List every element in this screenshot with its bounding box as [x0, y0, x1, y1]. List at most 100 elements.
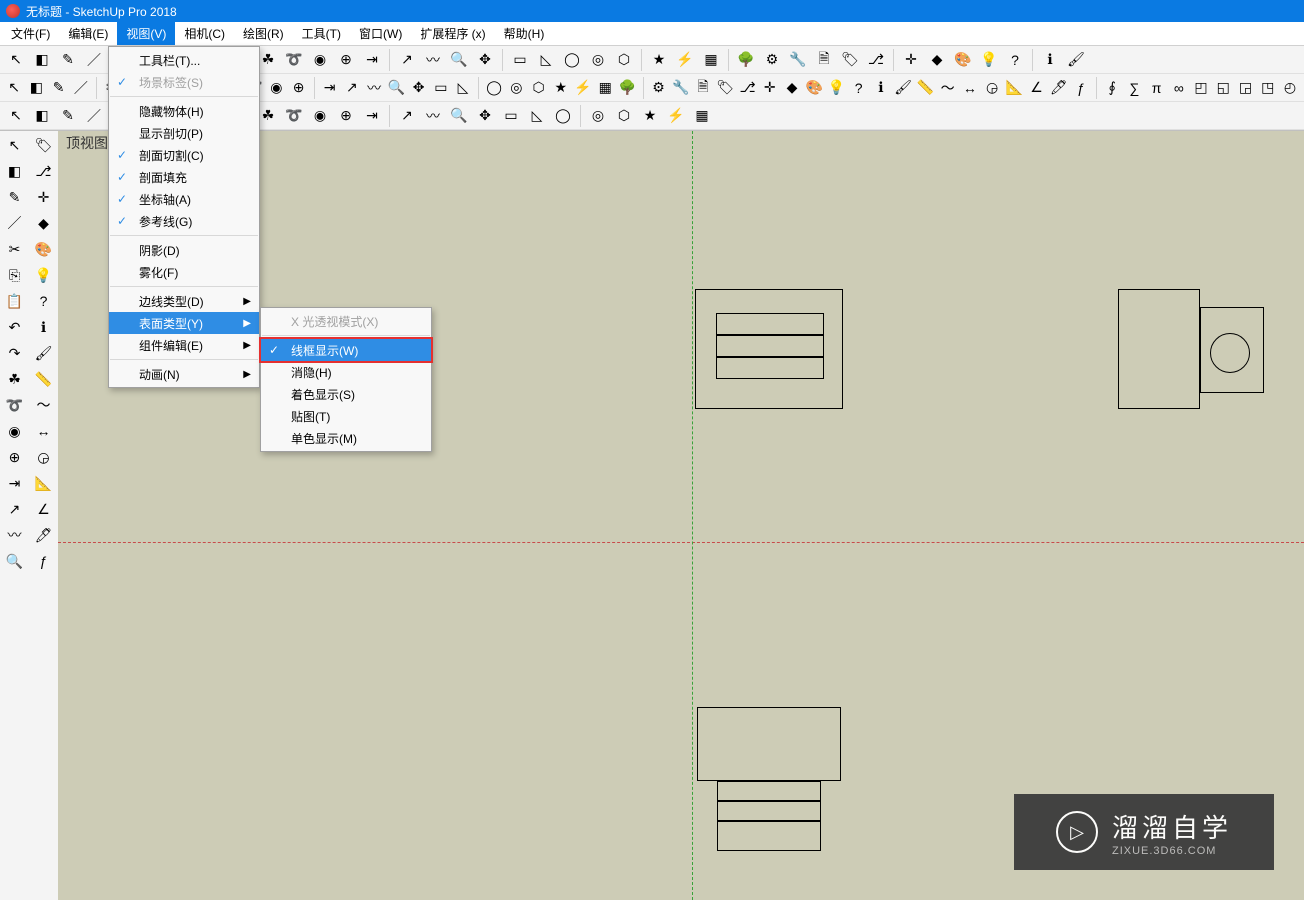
menu-8[interactable]: 帮助(H) — [495, 22, 554, 45]
sidebtn-tri[interactable]: ↶ — [3, 315, 27, 339]
toolbtn-brush[interactable]: ↖ — [4, 76, 24, 100]
toolbtn-mat2[interactable]: ◴ — [1280, 76, 1300, 100]
toolbtn-shell[interactable]: ◉ — [308, 48, 332, 72]
facestyle-item-4[interactable]: 着色显示(S) — [261, 383, 431, 405]
view-menu-dropdown[interactable]: 工具栏(T)...✓场景标签(S)隐藏物体(H)显示剖切(P)✓剖面切割(C)✓… — [108, 46, 260, 388]
view-menu-item-10[interactable]: 阴影(D) — [109, 239, 259, 261]
sidebtn-eye[interactable]: 🖊 — [32, 523, 56, 547]
menu-2[interactable]: 视图(V) — [117, 22, 175, 45]
facestyle-item-6[interactable]: 单色显示(M) — [261, 427, 431, 449]
toolbtn-sun1[interactable]: ↗ — [395, 104, 419, 128]
sidebtn-donut[interactable]: 🎨 — [32, 237, 56, 261]
toolbtn-pencil[interactable]: ✎ — [56, 48, 80, 72]
sidebtn-push[interactable]: ⊕ — [3, 445, 27, 469]
toolbtn-shape2[interactable]: ↗ — [342, 76, 362, 100]
toolbtn-shape6[interactable]: ▭ — [431, 76, 451, 100]
toolbtn-ring[interactable]: ⬡ — [612, 48, 636, 72]
toolbtn-mesh[interactable]: ▦ — [699, 48, 723, 72]
toolbtn-t4[interactable]: 🏷 — [715, 76, 735, 100]
toolbtn-img5[interactable]: ⚡ — [573, 76, 593, 100]
menu-3[interactable]: 相机(C) — [175, 22, 234, 45]
sidebtn-cursor[interactable]: ↖ — [3, 133, 27, 157]
toolbtn-hatched3[interactable]: π — [1146, 76, 1166, 100]
toolbtn-t12[interactable]: 🖌 — [893, 76, 913, 100]
facestyle-item-5[interactable]: 贴图(T) — [261, 405, 431, 427]
sidebtn-zoom[interactable]: ⇥ — [3, 471, 27, 495]
toolbtn-sun2[interactable]: 〰 — [421, 104, 445, 128]
toolbtn-wrench[interactable]: 🔧 — [786, 48, 810, 72]
sidebtn-rects[interactable]: ／ — [3, 211, 27, 235]
toolbtn-t7[interactable]: ◆ — [782, 76, 802, 100]
menu-4[interactable]: 绘图(R) — [234, 22, 293, 45]
toolbtn-shape4[interactable]: 🔍 — [386, 76, 406, 100]
toolbtn-t18[interactable]: ∠ — [1026, 76, 1046, 100]
toolbtn-poly5[interactable]: ◉ — [308, 104, 332, 128]
toolbtn-t11[interactable]: ℹ — [871, 76, 891, 100]
toolbtn-shape3[interactable]: 〰 — [364, 76, 384, 100]
toolbtn-t10[interactable]: ? — [849, 76, 869, 100]
toolbtn-zoom[interactable]: 🔍 — [447, 48, 471, 72]
sidebtn-fan[interactable]: 🖌 — [32, 341, 56, 365]
toolbtn-t9[interactable]: 💡 — [826, 76, 846, 100]
toolbtn-comp4[interactable]: ⚡ — [664, 104, 688, 128]
toolbtn-hatched7[interactable]: ◲ — [1235, 76, 1255, 100]
sidebtn-plane2[interactable]: 〜 — [32, 393, 56, 417]
toolbtn-hatched2[interactable]: ∑ — [1124, 76, 1144, 100]
toolbtn-qmark[interactable]: ℹ — [1038, 48, 1062, 72]
sidebtn-bez3[interactable]: 💡 — [32, 263, 56, 287]
toolbtn-t8[interactable]: 🎨 — [804, 76, 824, 100]
toolbtn-comp1[interactable]: ◎ — [586, 104, 610, 128]
toolbtn-shape1[interactable]: ⇥ — [320, 76, 340, 100]
toolbtn-bolt[interactable]: ⚡ — [673, 48, 697, 72]
toolbtn-img2[interactable]: ◎ — [506, 76, 526, 100]
toolbtn-spiral[interactable]: ➰ — [282, 48, 306, 72]
toolbtn-shape5[interactable]: ✥ — [408, 76, 428, 100]
sidebtn-rects2[interactable]: ◆ — [32, 211, 56, 235]
toolbtn-sun6[interactable]: ◺ — [525, 104, 549, 128]
view-menu-item-4[interactable]: 显示剖切(P) — [109, 122, 259, 144]
toolbtn-bulb[interactable]: ? — [1003, 48, 1027, 72]
sidebtn-bez2[interactable]: 📋 — [3, 289, 27, 313]
toolbtn-hatched5[interactable]: ◰ — [1191, 76, 1211, 100]
toolbtn-img4[interactable]: ★ — [551, 76, 571, 100]
sidebtn-man[interactable]: 〰 — [3, 523, 27, 547]
facestyle-item-3[interactable]: 消隐(H) — [261, 361, 431, 383]
toolbtn-star[interactable]: ★ — [647, 48, 671, 72]
toolbtn-box[interactable]: ▭ — [508, 48, 532, 72]
sidebtn-wav[interactable]: ✛ — [32, 185, 56, 209]
toolbtn-cone[interactable]: ◺ — [534, 48, 558, 72]
sidebtn-plane[interactable]: ➰ — [3, 393, 27, 417]
toolbtn-line[interactable]: ／ — [82, 48, 106, 72]
toolbtn-leaf[interactable]: ⎇ — [864, 48, 888, 72]
toolbtn-t1[interactable]: ⚙ — [648, 76, 668, 100]
sidebtn-eraser[interactable]: ⎇ — [32, 159, 56, 183]
sidebtn-brush[interactable]: ◧ — [3, 159, 27, 183]
menu-7[interactable]: 扩展程序 (x) — [411, 22, 494, 45]
toolbtn-globe[interactable]: ↖ — [4, 104, 28, 128]
toolbtn-img7[interactable]: 🌳 — [617, 76, 637, 100]
toolbtn-tape[interactable]: ◧ — [26, 76, 46, 100]
view-menu-item-14[interactable]: 表面类型(Y)▶ — [109, 312, 259, 334]
toolbtn-sun3[interactable]: 🔍 — [447, 104, 471, 128]
toolbtn-sun7[interactable]: ◯ — [551, 104, 575, 128]
toolbtn-sun4[interactable]: ✥ — [473, 104, 497, 128]
toolbtn-sphere[interactable]: ◯ — [560, 48, 584, 72]
sidebtn-bez4[interactable]: ? — [32, 289, 56, 313]
view-menu-item-3[interactable]: 隐藏物体(H) — [109, 100, 259, 122]
toolbtn-t16[interactable]: ◶ — [982, 76, 1002, 100]
sidebtn-pencil[interactable]: ✎ — [3, 185, 27, 209]
toolbtn-comp2[interactable]: ⬡ — [612, 104, 636, 128]
toolbtn-gear[interactable]: ⚙ — [760, 48, 784, 72]
toolbtn-img3[interactable]: ⬡ — [528, 76, 548, 100]
toolbtn-img1[interactable]: ◯ — [484, 76, 504, 100]
facestyle-item-2[interactable]: ✓线框显示(W) — [261, 339, 431, 361]
toolbtn-shell[interactable]: ✎ — [56, 104, 80, 128]
sidebtn-gear[interactable]: ◉ — [3, 419, 27, 443]
sidebtn-tri2[interactable]: ℹ — [32, 315, 56, 339]
toolbtn-comp5[interactable]: ▦ — [690, 104, 714, 128]
view-menu-item-0[interactable]: 工具栏(T)... — [109, 49, 259, 71]
sidebtn-move[interactable]: ↷ — [3, 341, 27, 365]
toolbtn-doc[interactable]: 🗎 — [812, 48, 836, 72]
toolbtn-poly4[interactable]: ➰ — [282, 104, 306, 128]
view-menu-item-5[interactable]: ✓剖面切割(C) — [109, 144, 259, 166]
